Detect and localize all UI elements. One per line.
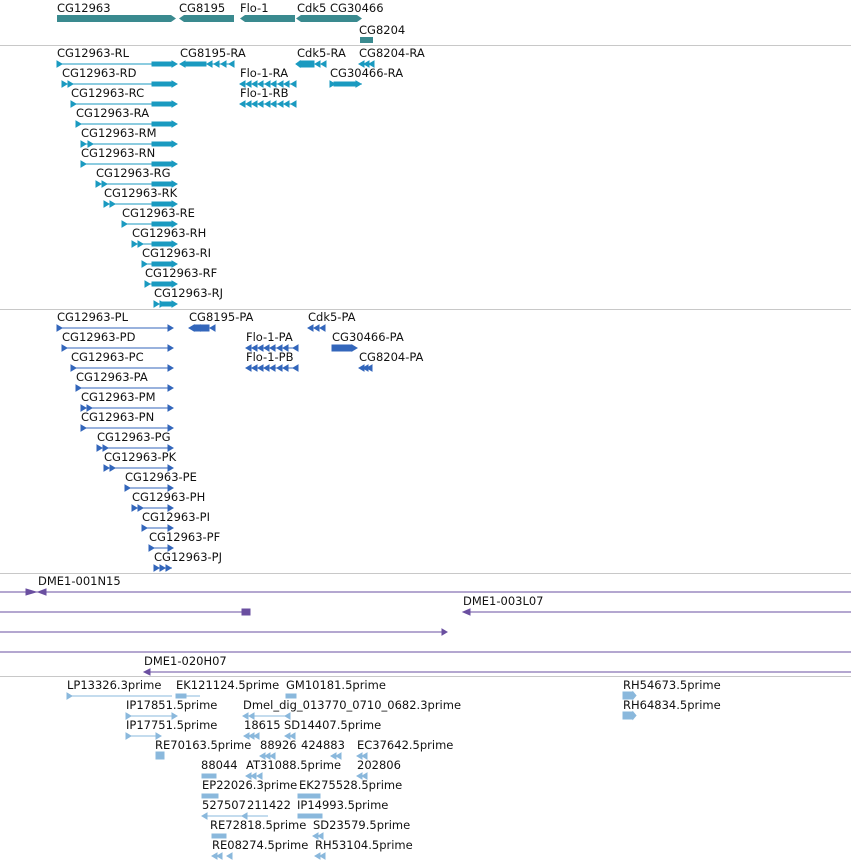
rna-label[interactable]: CG12963-RF <box>145 266 218 280</box>
rna-glyphs <box>56 60 375 308</box>
rna-label[interactable]: CG12963-RA <box>76 106 150 120</box>
est-label[interactable]: LP13326.3prime <box>67 678 162 692</box>
protein-label[interactable]: Flo-1-PA <box>246 330 293 344</box>
rna-label[interactable]: CG12963-RN <box>81 146 156 160</box>
est-label[interactable]: EC37642.5prime <box>357 738 454 752</box>
clone-label[interactable]: DME1-020H07 <box>144 654 227 668</box>
est-label[interactable]: 211422 <box>247 798 291 812</box>
est-label[interactable]: RH64834.5prime <box>623 698 721 712</box>
track-separator <box>0 676 851 677</box>
protein-label[interactable]: Cdk5-PA <box>308 310 356 324</box>
rna-label[interactable]: CG12963-RI <box>142 246 212 260</box>
rna-label[interactable]: CG12963-RE <box>122 206 195 220</box>
rna-label[interactable]: Flo-1-RB <box>240 86 289 100</box>
est-label[interactable]: EK275528.5prime <box>299 778 403 792</box>
clone-glyphs <box>0 588 851 676</box>
est-label[interactable]: 88044 <box>201 758 238 772</box>
est-label[interactable]: SD23579.5prime <box>313 818 411 832</box>
protein-label[interactable]: CG12963-PG <box>97 430 171 444</box>
gene-glyph-cg8204[interactable] <box>360 37 373 43</box>
gene-glyph-cg12963[interactable] <box>57 15 176 22</box>
rna-label[interactable]: CG30466-RA <box>330 66 404 80</box>
track-separator <box>0 309 851 310</box>
protein-label[interactable]: CG12963-PN <box>81 410 155 424</box>
est-label[interactable]: EP22026.3prime <box>202 778 298 792</box>
rna-label[interactable]: Flo-1-RA <box>240 66 289 80</box>
track-separator <box>0 573 851 574</box>
est-label[interactable]: IP14993.5prime <box>297 798 389 812</box>
est-label[interactable]: RH54673.5prime <box>623 678 721 692</box>
track-separator <box>0 45 851 46</box>
est-label[interactable]: AT31088.5prime <box>246 758 342 772</box>
gene-label[interactable]: Flo-1 <box>240 1 269 15</box>
clone-label[interactable]: DME1-003L07 <box>463 594 544 608</box>
rna-track: CG12963-RL CG8195-RA Cdk5-RA CG8204-RA C… <box>0 0 851 309</box>
rna-label[interactable]: CG12963-RK <box>104 186 178 200</box>
rna-label[interactable]: CG12963-RG <box>96 166 171 180</box>
genes-glyphs <box>57 15 373 43</box>
gene-label[interactable]: CG12963 <box>57 1 111 15</box>
protein-label[interactable]: CG12963-PD <box>62 330 136 344</box>
est-label[interactable]: RE08274.5prime <box>212 838 309 852</box>
protein-label[interactable]: CG12963-PC <box>71 350 144 364</box>
est-label[interactable]: 88926 <box>260 738 297 752</box>
est-label[interactable]: RE70163.5prime <box>155 738 252 752</box>
est-label[interactable]: Dmel_dig_013770_0710_0682.3prime <box>243 698 462 712</box>
rna-label[interactable]: CG8204-RA <box>359 46 425 60</box>
protein-label[interactable]: CG8195-PA <box>189 310 254 324</box>
clones-track: DME1-001N15 DME1-003L07 DME1-020H07 <box>0 574 851 676</box>
protein-label[interactable]: CG12963-PK <box>104 450 177 464</box>
rna-label[interactable]: Cdk5-RA <box>297 46 346 60</box>
est-label[interactable]: 527507 <box>202 798 246 812</box>
est-label[interactable]: RH53104.5prime <box>315 838 413 852</box>
protein-track: CG12963-PL CG8195-PA Cdk5-PA CG12963-PD … <box>56 310 424 572</box>
protein-label[interactable]: CG8204-PA <box>359 350 424 364</box>
protein-label[interactable]: CG12963-PJ <box>154 550 223 564</box>
gene-label[interactable]: CG8195 <box>179 1 226 15</box>
clone-label[interactable]: DME1-001N15 <box>38 574 121 588</box>
protein-label[interactable]: CG30466-PA <box>332 330 404 344</box>
rna-label[interactable]: CG8195-RA <box>180 46 246 60</box>
rna-label[interactable]: CG12963-RH <box>132 226 207 240</box>
est-label[interactable]: EK121124.5prime <box>176 678 280 692</box>
est-label[interactable]: IP17751.5prime <box>126 718 218 732</box>
protein-label[interactable]: CG12963-PH <box>132 490 206 504</box>
rna-label[interactable]: CG12963-RJ <box>154 286 224 300</box>
est-label[interactable]: 18615 <box>244 718 281 732</box>
gene-glyph-flo1[interactable] <box>240 15 295 22</box>
rna-label[interactable]: CG12963-RL <box>57 46 130 60</box>
est-label[interactable]: GM10181.5prime <box>286 678 386 692</box>
protein-label[interactable]: CG12963-PI <box>142 510 211 524</box>
protein-label[interactable]: CG12963-PA <box>76 370 148 384</box>
gene-label[interactable]: CG30466 <box>330 1 384 15</box>
est-label[interactable]: 202806 <box>357 758 401 772</box>
genes-track: CG12963 CG8195 Flo-1 Cdk5 CG30466 CG8204 <box>0 0 851 45</box>
gene-label[interactable]: CG8204 <box>359 23 406 37</box>
est-label[interactable]: IP17851.5prime <box>126 698 218 712</box>
protein-label[interactable]: Flo-1-PB <box>246 350 294 364</box>
est-label[interactable]: RE72818.5prime <box>210 818 307 832</box>
gene-glyph-cdk5-cg30466[interactable] <box>296 15 362 22</box>
rna-label[interactable]: CG12963-RD <box>62 66 137 80</box>
protein-label[interactable]: CG12963-PL <box>57 310 129 324</box>
protein-glyphs <box>56 324 373 572</box>
protein-label[interactable]: CG12963-PF <box>149 530 221 544</box>
est-label[interactable]: 424883 <box>301 738 345 752</box>
protein-label[interactable]: CG12963-PM <box>81 390 156 404</box>
protein-label[interactable]: CG12963-PE <box>125 470 197 484</box>
rna-label[interactable]: CG12963-RC <box>71 86 145 100</box>
rna-label[interactable]: CG12963-RM <box>81 126 157 140</box>
gene-glyph-cg8195[interactable] <box>179 15 234 22</box>
est-label[interactable]: SD14407.5prime <box>284 718 382 732</box>
gene-label[interactable]: Cdk5 <box>297 1 327 15</box>
